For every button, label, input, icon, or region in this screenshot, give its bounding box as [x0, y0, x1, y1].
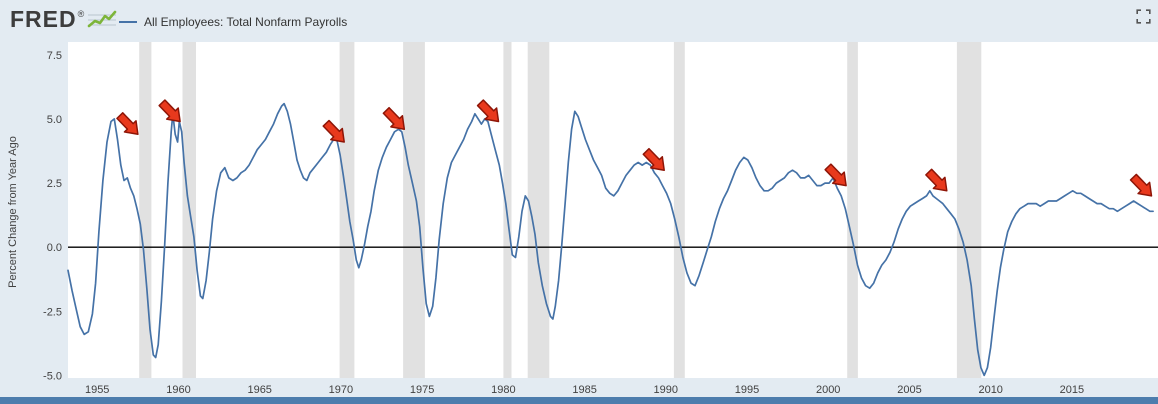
- y-axis-tick-labels: 7.5 5.0 2.5 0.0 -2.5 -5.0: [43, 50, 62, 383]
- y-tick-label: 7.5: [47, 50, 62, 62]
- series-line-group: [67, 102, 1154, 377]
- fred-logo-text: FRED: [10, 6, 77, 32]
- legend-label: All Employees: Total Nonfarm Payrolls: [144, 15, 348, 29]
- x-tick-label: 1975: [410, 384, 434, 396]
- recession-band: [673, 42, 685, 378]
- y-tick-label: 2.5: [47, 178, 62, 190]
- footer-strip: [0, 397, 1158, 404]
- recession-band: [847, 42, 858, 378]
- peak-arrow: [824, 163, 847, 187]
- peak-arrow: [1129, 173, 1153, 197]
- x-axis-tick-labels: 1955 1960 1965 1970 1975 1980 1985 1990 1995 2000…: [85, 384, 1084, 396]
- series-line[interactable]: [67, 102, 1154, 377]
- y-tick-label: -5.0: [43, 370, 62, 382]
- x-tick-label: 1970: [329, 384, 353, 396]
- chart-legend: All Employees: Total Nonfarm Payrolls: [119, 15, 347, 29]
- x-tick-label: 2010: [978, 384, 1002, 396]
- x-tick-label: 1960: [166, 384, 190, 396]
- fred-logo[interactable]: FRED ®: [10, 6, 117, 33]
- y-tick-label: 0.0: [47, 242, 62, 254]
- x-tick-label: 1995: [735, 384, 759, 396]
- peak-arrow: [322, 119, 345, 143]
- y-tick-label: 5.0: [47, 114, 62, 126]
- fred-logo-chart-icon: [87, 10, 117, 27]
- legend-line-swatch: [119, 21, 137, 23]
- recession-band: [139, 42, 152, 378]
- peak-arrow: [642, 147, 665, 171]
- x-tick-label: 1980: [491, 384, 515, 396]
- x-tick-label: 1955: [85, 384, 109, 396]
- x-tick-label: 2005: [897, 384, 921, 396]
- recession-band: [403, 42, 425, 378]
- x-tick-label: 1985: [572, 384, 596, 396]
- recession-band: [956, 42, 982, 378]
- recession-band: [339, 42, 355, 378]
- x-tick-label: 2000: [816, 384, 840, 396]
- x-tick-label: 2015: [1060, 384, 1084, 396]
- peak-arrow: [116, 112, 139, 136]
- peak-arrow: [476, 99, 500, 123]
- fullscreen-button[interactable]: [1136, 9, 1151, 24]
- peak-arrows-group: [116, 99, 1153, 197]
- plot-area[interactable]: [68, 42, 1158, 378]
- peak-arrow: [382, 106, 406, 130]
- peak-arrow: [925, 168, 948, 192]
- x-tick-label: 1965: [247, 384, 271, 396]
- registered-trademark: ®: [77, 9, 85, 19]
- x-tick-label: 1990: [654, 384, 678, 396]
- fullscreen-icon: [1136, 9, 1151, 24]
- peak-arrow: [158, 99, 181, 123]
- y-axis-title: Percent Change from Year Ago: [7, 136, 19, 288]
- y-tick-label: -2.5: [43, 306, 62, 318]
